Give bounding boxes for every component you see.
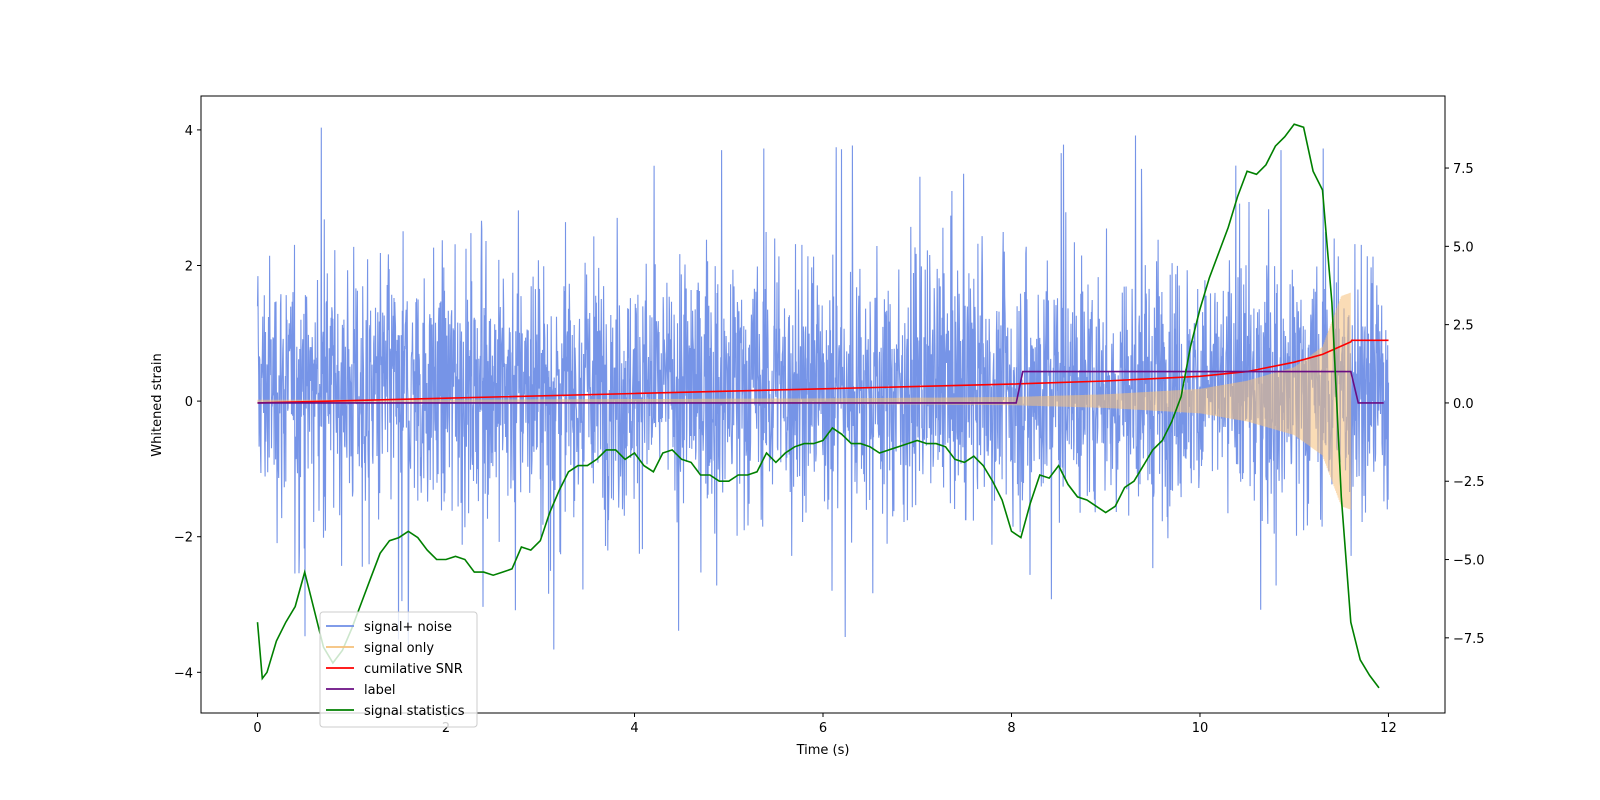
x-tick-label: 2 <box>442 721 450 736</box>
legend-label: signal statistics <box>364 704 465 719</box>
legend-label: cumilative SNR <box>364 662 463 677</box>
x-tick-label: 6 <box>819 721 827 736</box>
y2-tick-label: −7.5 <box>1453 632 1485 647</box>
legend-label: signal only <box>364 641 434 656</box>
signal-noise-line <box>256 127 1390 650</box>
y-axis-right: −7.5 −5.0 −2.5 0.0 2.5 5.0 7.5 <box>1445 162 1485 647</box>
x-tick-label: 0 <box>253 721 261 736</box>
y2-tick-label: −5.0 <box>1453 554 1485 569</box>
y2-tick-label: 7.5 <box>1453 162 1474 177</box>
x-axis: 0 2 4 6 8 10 12 <box>253 713 1397 736</box>
legend-label: label <box>364 683 395 698</box>
y-tick-label: 4 <box>185 124 193 139</box>
legend-label: signal+ noise <box>364 620 452 635</box>
y-tick-label: −4 <box>174 666 193 681</box>
cumilative-snr-line <box>257 339 1389 404</box>
x-tick-label: 12 <box>1380 721 1397 736</box>
y-tick-label: 0 <box>185 395 193 410</box>
y2-tick-label: −2.5 <box>1453 475 1485 490</box>
y2-tick-label: 5.0 <box>1453 240 1474 255</box>
x-tick-label: 4 <box>630 721 638 736</box>
x-tick-label: 8 <box>1007 721 1015 736</box>
y-axis-label: Whitened strain <box>150 353 165 456</box>
legend: signal+ noise signal only cumilative SNR la… <box>319 611 478 728</box>
y2-tick-label: 2.5 <box>1453 319 1474 334</box>
y-axis-left: −4 −2 0 2 4 <box>174 124 201 681</box>
x-tick-label: 10 <box>1192 721 1209 736</box>
x-axis-label: Time (s) <box>796 743 850 758</box>
y-tick-label: 2 <box>185 260 193 275</box>
legend-box <box>319 611 478 728</box>
y-tick-label: −2 <box>174 531 193 546</box>
label-line <box>257 370 1384 404</box>
series-layer <box>256 123 1390 689</box>
signal-only-line <box>257 292 1352 510</box>
y2-tick-label: 0.0 <box>1453 397 1474 412</box>
signal-statistics-line <box>256 123 1380 689</box>
